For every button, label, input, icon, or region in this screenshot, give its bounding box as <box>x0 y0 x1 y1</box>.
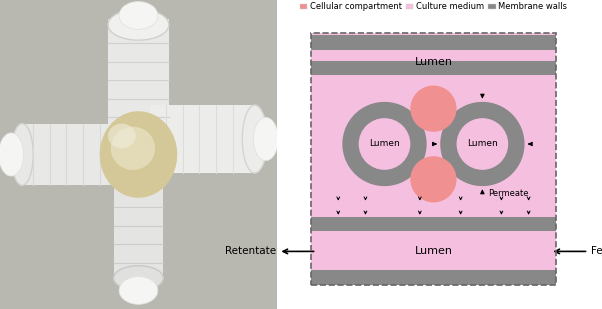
Text: Permeate: Permeate <box>488 189 529 198</box>
Ellipse shape <box>108 124 135 148</box>
Text: Lumen: Lumen <box>369 139 400 149</box>
Text: Lumen: Lumen <box>414 246 453 256</box>
Legend: Cellular compartment, Culture medium, Membrane walls: Cellular compartment, Culture medium, Me… <box>296 0 571 15</box>
Circle shape <box>440 102 524 186</box>
Ellipse shape <box>253 117 278 161</box>
Circle shape <box>343 102 427 186</box>
Ellipse shape <box>119 277 158 304</box>
Bar <box>149 105 255 173</box>
Bar <box>108 19 169 154</box>
Bar <box>311 35 556 50</box>
Circle shape <box>411 156 456 202</box>
Circle shape <box>411 86 456 132</box>
Bar <box>311 61 556 75</box>
Text: Lumen: Lumen <box>414 57 453 67</box>
Text: Feed: Feed <box>591 246 602 256</box>
Circle shape <box>456 118 508 170</box>
Bar <box>114 161 163 278</box>
Bar <box>311 218 556 231</box>
Ellipse shape <box>0 133 23 176</box>
Ellipse shape <box>243 105 267 173</box>
Ellipse shape <box>11 124 33 185</box>
Ellipse shape <box>119 2 158 29</box>
Ellipse shape <box>108 9 169 40</box>
Bar <box>311 270 556 286</box>
Text: Retentate: Retentate <box>225 246 276 256</box>
Circle shape <box>359 118 411 170</box>
Bar <box>22 124 128 185</box>
Ellipse shape <box>111 127 155 170</box>
Ellipse shape <box>114 266 163 290</box>
Ellipse shape <box>100 111 177 198</box>
Text: Lumen: Lumen <box>467 139 498 149</box>
